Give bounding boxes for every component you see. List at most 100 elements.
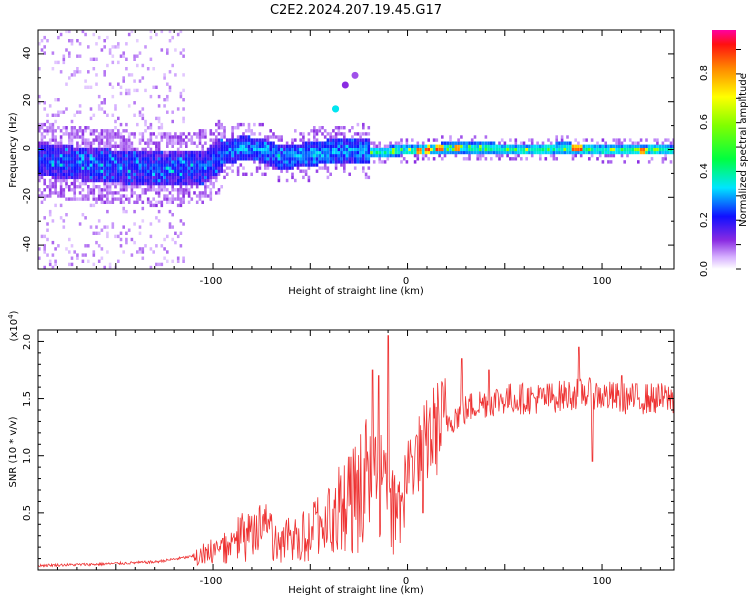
spectrogram-cell bbox=[40, 163, 44, 167]
spectrogram-cell bbox=[258, 147, 262, 152]
spectrogram-cell bbox=[92, 147, 96, 152]
spectrogram-cell bbox=[87, 259, 90, 263]
spectrogram-cell bbox=[190, 175, 194, 180]
spectrogram-cell bbox=[68, 51, 71, 55]
spectrogram-cell bbox=[62, 169, 66, 173]
spectrogram-cell bbox=[261, 147, 264, 152]
spectrogram-cell bbox=[274, 144, 278, 148]
spectrogram-cell bbox=[367, 141, 371, 145]
spectrogram-cell bbox=[547, 144, 550, 148]
spectrogram-cell bbox=[166, 157, 169, 161]
spectrogram-cell bbox=[370, 150, 373, 155]
spectrogram-cell bbox=[645, 144, 648, 148]
spectrogram-cell bbox=[149, 132, 153, 136]
spectrogram-cell bbox=[174, 150, 177, 155]
spectrogram-cell bbox=[122, 160, 125, 164]
spectrogram-cell bbox=[43, 107, 46, 111]
spectrogram-cell bbox=[258, 153, 262, 158]
spectrogram-cell bbox=[59, 110, 63, 114]
spectrogram-cell bbox=[304, 144, 308, 148]
spectrogram-cell bbox=[119, 185, 123, 189]
spectrogram-cell bbox=[182, 116, 185, 121]
spectrogram-cell bbox=[100, 175, 104, 180]
spectrogram-cell bbox=[217, 169, 221, 173]
spectrogram-cell bbox=[95, 172, 98, 176]
spectrogram-cell bbox=[65, 153, 68, 158]
spectrogram-cell bbox=[146, 163, 150, 167]
spectrogram-cell bbox=[119, 244, 123, 248]
spectrogram-cell bbox=[57, 169, 60, 173]
spectrogram-cell bbox=[258, 157, 262, 161]
spectrogram-cell bbox=[449, 135, 452, 139]
spectrogram-cell bbox=[141, 200, 145, 204]
spectrogram-cell bbox=[54, 141, 57, 145]
spectrogram-cell bbox=[81, 194, 85, 198]
spectrogram-cell bbox=[198, 160, 202, 164]
spectrogram-cell bbox=[351, 147, 354, 152]
spectrogram-cell bbox=[367, 166, 371, 170]
spectrogram-cell bbox=[313, 135, 316, 139]
spectrogram-cell bbox=[89, 57, 93, 61]
spectrogram-cell bbox=[81, 147, 85, 152]
spectrogram-cell bbox=[127, 88, 131, 93]
spectrogram-cell bbox=[122, 185, 125, 189]
spectrogram-cell bbox=[609, 153, 613, 158]
spectrogram-cell bbox=[62, 157, 66, 161]
spectrogram-cell bbox=[310, 157, 313, 161]
spectrogram-cell bbox=[209, 191, 213, 195]
spectrogram-cell bbox=[304, 157, 308, 161]
spectrogram-cell bbox=[48, 194, 52, 198]
spectrogram-cell bbox=[367, 157, 371, 161]
spectrogram-cell bbox=[449, 147, 452, 152]
spectrogram-cell bbox=[266, 153, 270, 158]
spectrogram-cell bbox=[555, 138, 558, 142]
spectrogram-cell bbox=[70, 138, 74, 142]
spectrogram-cell bbox=[198, 181, 202, 186]
spectrogram-cell bbox=[234, 141, 237, 145]
spectrogram-cell bbox=[92, 57, 96, 61]
spectrogram-cell bbox=[552, 150, 556, 155]
spectrogram-cell bbox=[498, 153, 501, 158]
spectrogram-cell bbox=[89, 157, 93, 161]
spectrogram-cell bbox=[479, 157, 482, 161]
spectrogram-cell bbox=[609, 147, 613, 152]
spectrogram-cell bbox=[106, 178, 109, 183]
spectrogram-cell bbox=[89, 153, 93, 158]
spectrogram-cell bbox=[272, 160, 275, 164]
spectrogram-cell bbox=[343, 160, 346, 164]
spectrogram-cell bbox=[68, 153, 71, 158]
spectrogram-cell bbox=[460, 150, 463, 155]
spectrogram-cell bbox=[46, 153, 49, 158]
spectrogram-cell bbox=[334, 157, 338, 161]
spectrogram-cell bbox=[416, 147, 420, 152]
spectrogram-cell bbox=[59, 150, 63, 155]
spectrogram-cell bbox=[337, 132, 341, 136]
spectrogram-cell bbox=[89, 169, 93, 173]
spectrogram-cell bbox=[144, 129, 147, 133]
spectrogram-cell bbox=[285, 144, 289, 148]
spectrogram-cell bbox=[220, 185, 223, 189]
spectrogram-cell bbox=[160, 157, 164, 161]
spectrogram-cell bbox=[149, 157, 153, 161]
spectrogram-cell bbox=[155, 147, 158, 152]
spectrogram-cell bbox=[48, 166, 52, 170]
spectrogram-cell bbox=[65, 197, 68, 201]
spectrogram-cell bbox=[667, 138, 670, 142]
spectrogram-cell bbox=[631, 144, 635, 148]
spectrogram-cell bbox=[119, 147, 123, 152]
spectrogram-cell bbox=[598, 153, 602, 158]
spectrogram-cell bbox=[141, 116, 145, 121]
spectrogram-cell bbox=[476, 153, 479, 158]
spectrogram-cell bbox=[220, 138, 223, 142]
spectrogram-cell bbox=[89, 132, 93, 136]
spectrogram-cell bbox=[223, 135, 226, 139]
spectrogram-cell bbox=[87, 85, 90, 89]
spectrogram-cell bbox=[239, 147, 243, 152]
spectrogram-cell bbox=[261, 172, 264, 176]
colorbar-ticks bbox=[736, 49, 741, 270]
spectrogram-cell bbox=[253, 144, 256, 148]
spectrogram-cell bbox=[51, 150, 55, 155]
spectrogram-cell bbox=[315, 163, 319, 167]
spectrogram-cell bbox=[280, 160, 283, 164]
spectrogram-cell bbox=[87, 178, 90, 183]
